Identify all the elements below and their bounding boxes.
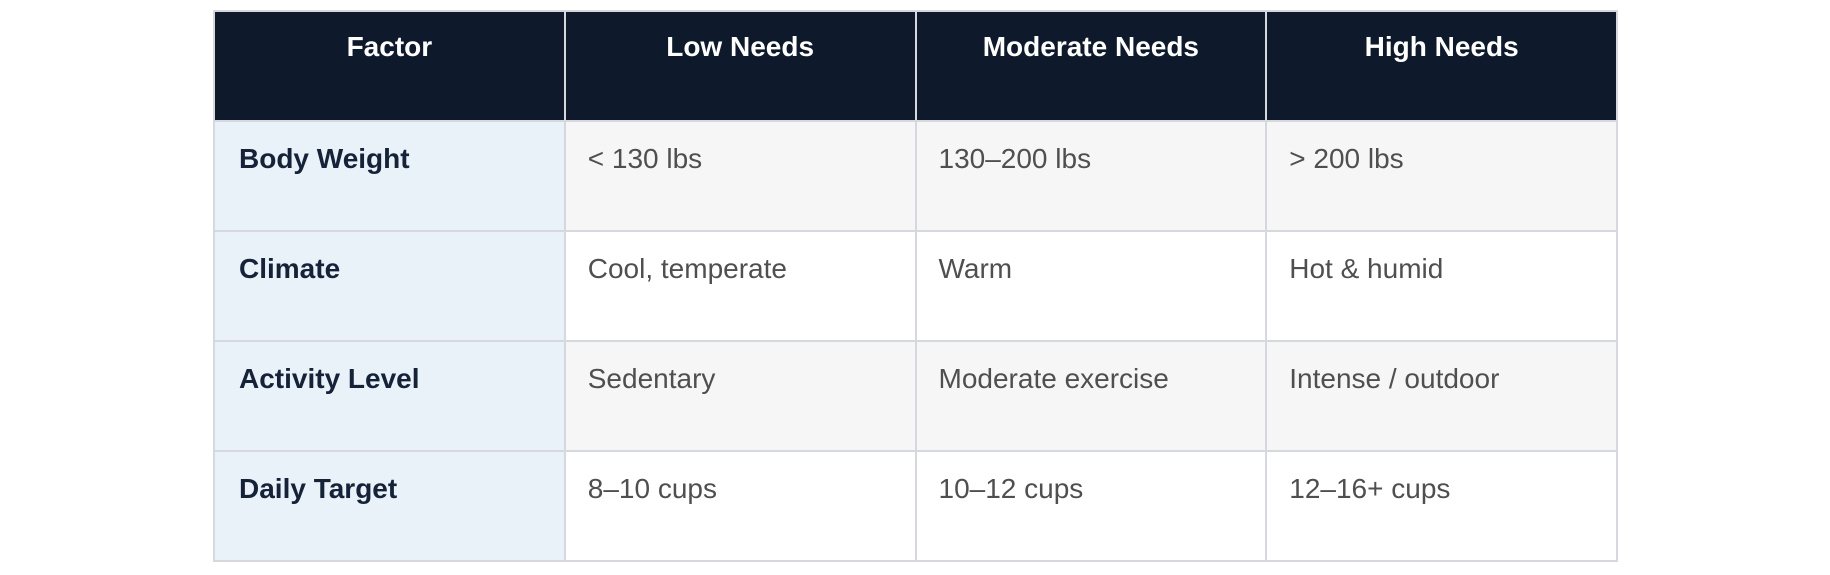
cell-climate-moderate: Warm [914, 230, 1268, 342]
table-header-row: Factor Low Needs Moderate Needs High Nee… [213, 10, 1618, 122]
cell-body-weight-high: > 200 lbs [1265, 120, 1618, 232]
table-row-daily-target: Daily Target 8–10 cups 10–12 cups 12–16+… [213, 450, 1618, 562]
cell-climate-high: Hot & humid [1265, 230, 1618, 342]
cell-daily-target-high: 12–16+ cups [1265, 450, 1618, 562]
column-header-factor: Factor [213, 10, 566, 122]
cell-activity-level-moderate: Moderate exercise [914, 340, 1268, 452]
hydration-needs-table: Factor Low Needs Moderate Needs High Nee… [213, 10, 1618, 562]
row-label-climate: Climate [213, 230, 566, 342]
cell-daily-target-moderate: 10–12 cups [914, 450, 1268, 562]
row-label-daily-target: Daily Target [213, 450, 566, 562]
cell-body-weight-moderate: 130–200 lbs [914, 120, 1268, 232]
column-header-high-needs: High Needs [1265, 10, 1618, 122]
table-row-climate: Climate Cool, temperate Warm Hot & humid [213, 230, 1618, 342]
cell-activity-level-high: Intense / outdoor [1265, 340, 1618, 452]
cell-activity-level-low: Sedentary [563, 340, 917, 452]
cell-body-weight-low: < 130 lbs [563, 120, 917, 232]
column-header-low-needs: Low Needs [563, 10, 917, 122]
cell-daily-target-low: 8–10 cups [563, 450, 917, 562]
table-row-activity-level: Activity Level Sedentary Moderate exerci… [213, 340, 1618, 452]
column-header-moderate-needs: Moderate Needs [914, 10, 1268, 122]
cell-climate-low: Cool, temperate [563, 230, 917, 342]
row-label-activity-level: Activity Level [213, 340, 566, 452]
table-row-body-weight: Body Weight < 130 lbs 130–200 lbs > 200 … [213, 120, 1618, 232]
row-label-body-weight: Body Weight [213, 120, 566, 232]
